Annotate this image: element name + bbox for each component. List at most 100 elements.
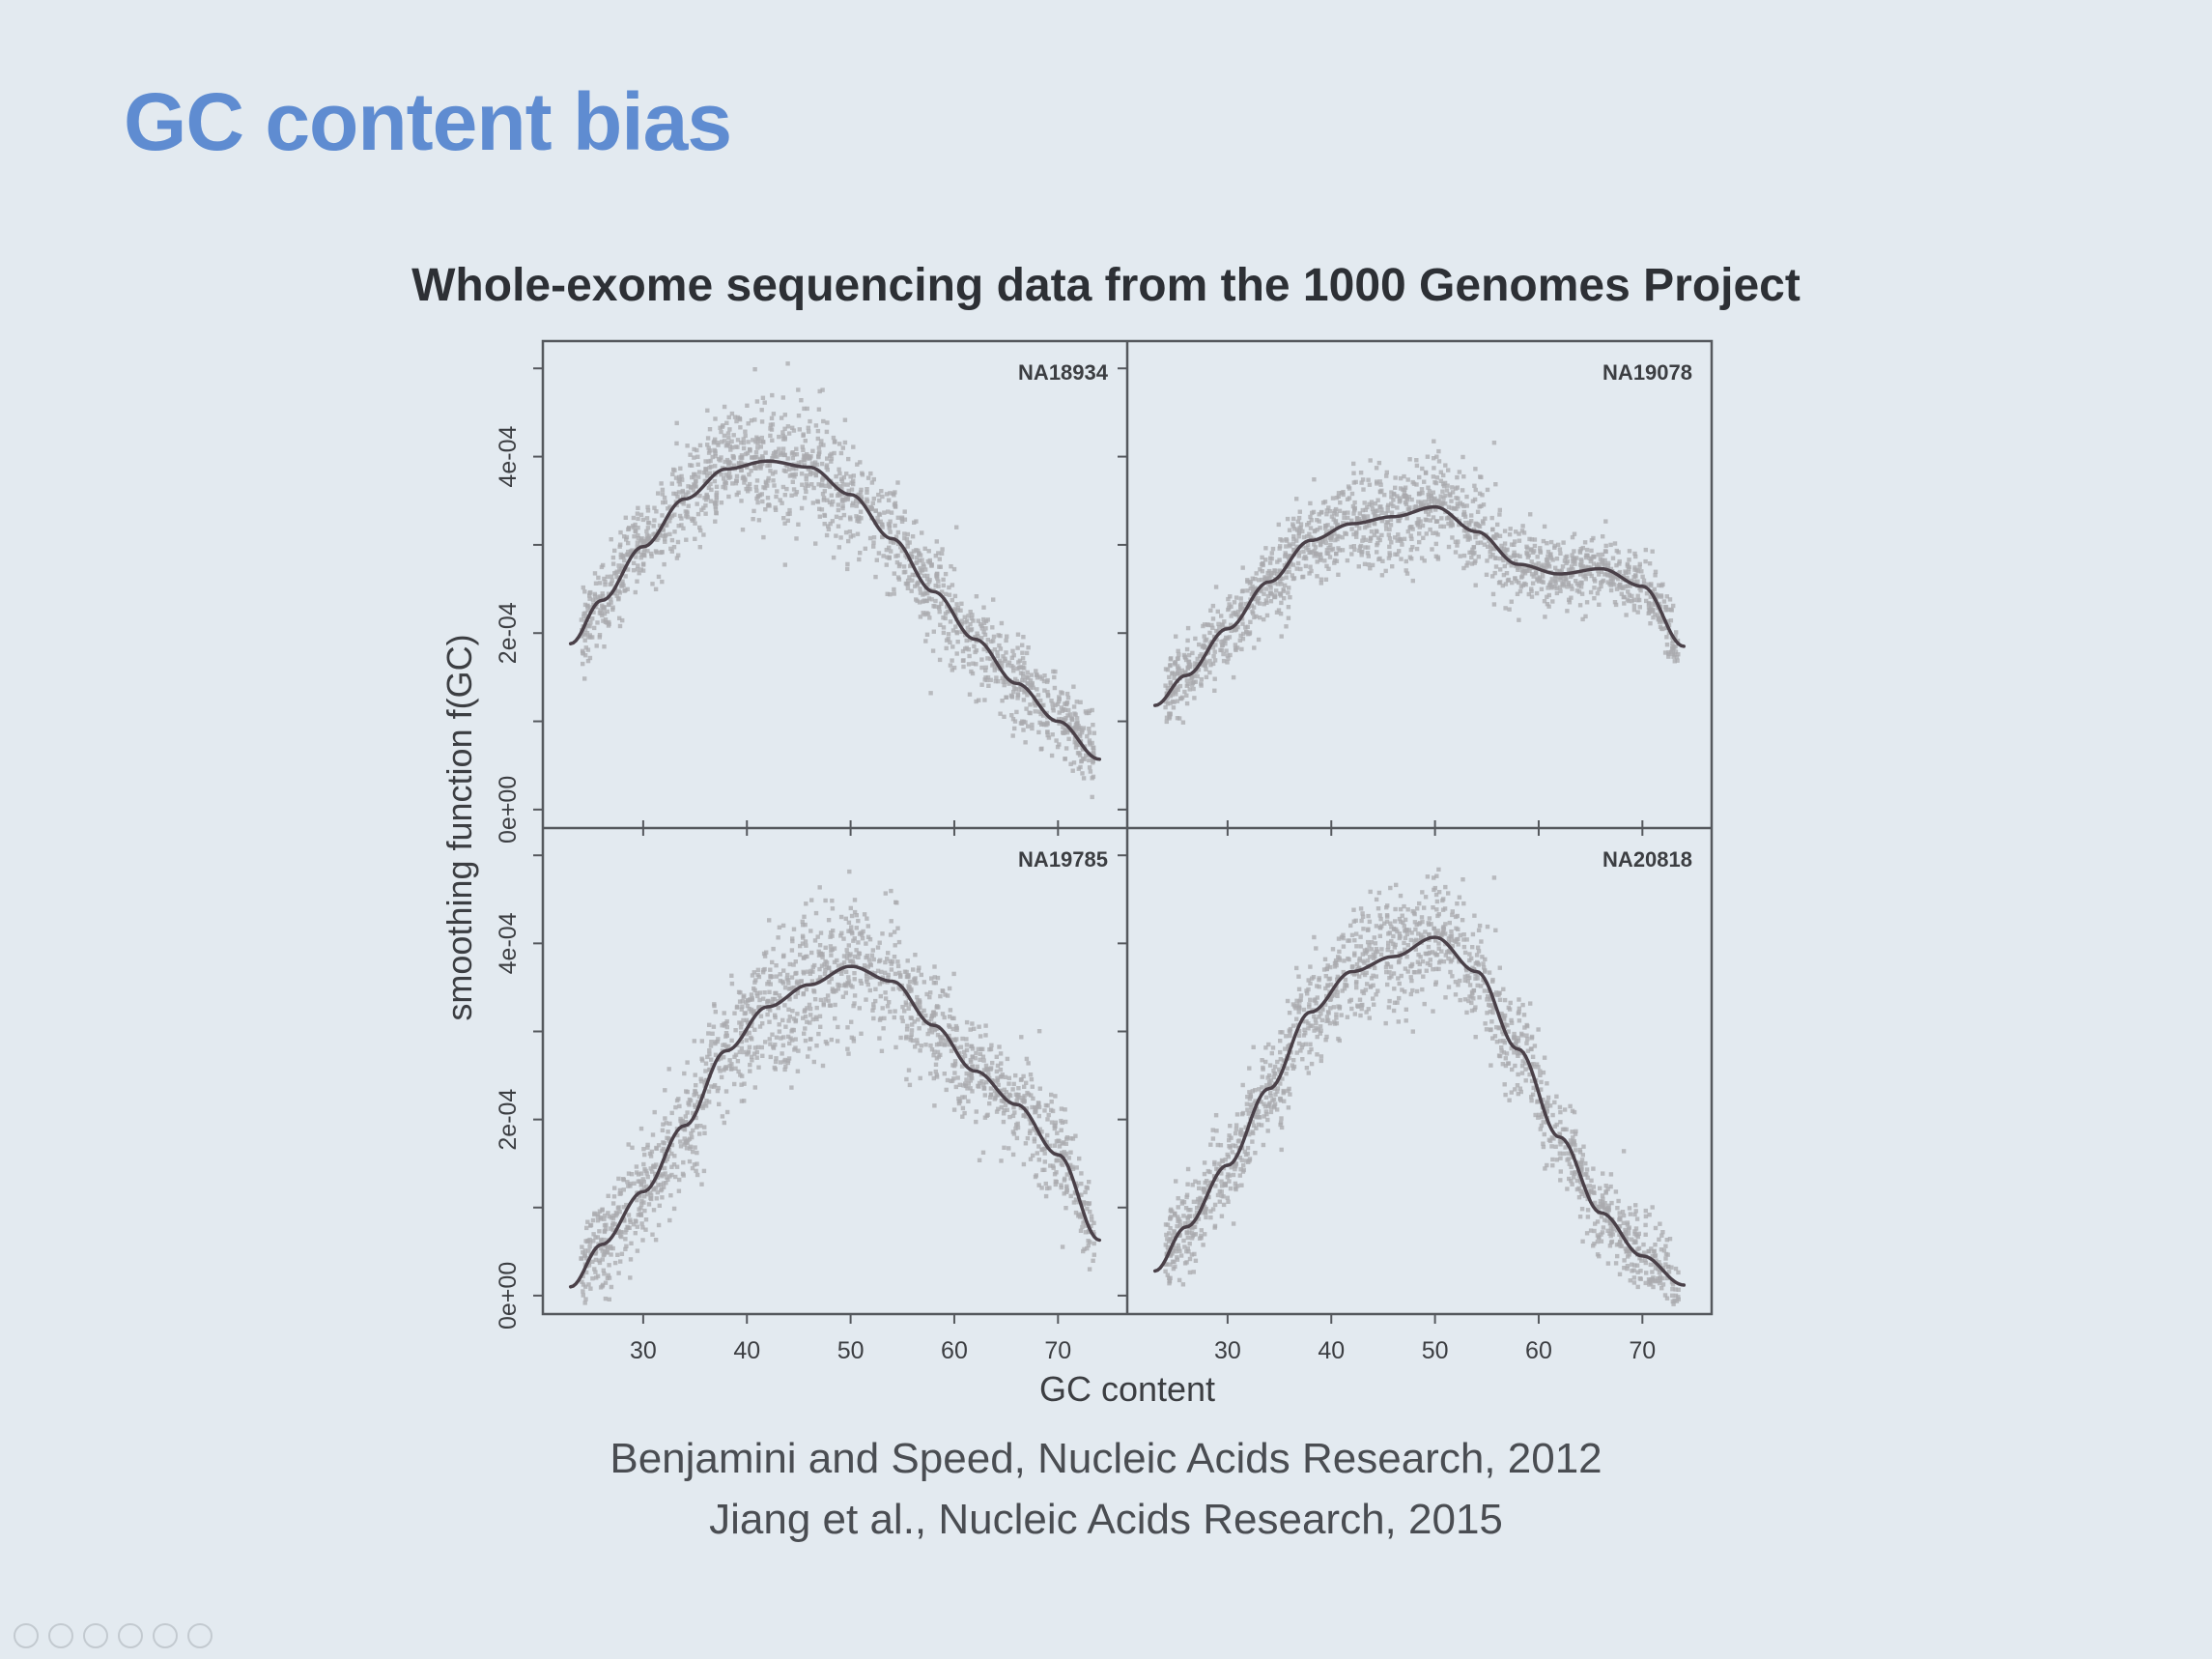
- scatter-point: [945, 993, 950, 998]
- scatter-point: [1268, 599, 1274, 604]
- scatter-point: [1003, 656, 1007, 661]
- scatter-point: [821, 443, 826, 447]
- scatter-point: [942, 1015, 947, 1020]
- scatter-point: [1485, 558, 1489, 563]
- scatter-point: [1366, 545, 1371, 550]
- scatter-point: [998, 646, 1004, 651]
- scatter-point: [1231, 611, 1235, 615]
- scatter-point: [658, 532, 663, 538]
- scatter-point: [675, 495, 680, 500]
- scatter-point: [1635, 610, 1640, 615]
- scatter-point: [802, 1031, 807, 1036]
- scatter-point: [1233, 643, 1238, 647]
- scatter-point: [893, 523, 897, 529]
- scatter-point: [773, 470, 778, 474]
- scatter-point: [624, 534, 630, 540]
- scatter-point: [941, 988, 946, 994]
- scatter-point: [936, 579, 941, 584]
- scatter-point: [871, 957, 876, 962]
- scatter-point: [674, 420, 679, 426]
- scatter-point: [827, 500, 833, 505]
- scatter-point: [1377, 504, 1382, 509]
- scatter-point: [1365, 551, 1371, 556]
- scatter-point: [667, 1217, 672, 1223]
- scatter-point: [1507, 607, 1512, 612]
- scatter-point: [701, 505, 706, 510]
- scatter-point: [739, 1045, 744, 1051]
- scatter-point: [642, 1208, 647, 1214]
- scatter-point: [1087, 730, 1092, 735]
- scatter-point: [716, 1037, 721, 1042]
- scatter-point: [681, 1159, 686, 1165]
- scatter-point: [1268, 583, 1273, 587]
- scatter-point: [1433, 507, 1438, 512]
- scatter-point: [1089, 1223, 1093, 1229]
- scatter-point: [1542, 524, 1547, 529]
- scatter-point: [1049, 699, 1054, 703]
- scatter-point: [1366, 562, 1372, 567]
- scatter-point: [1085, 1245, 1090, 1251]
- scatter-point: [1202, 622, 1207, 627]
- scatter-point: [602, 576, 607, 582]
- scatter-point: [1404, 494, 1409, 499]
- scatter-point: [1473, 558, 1478, 563]
- scatter-point: [861, 929, 865, 934]
- scatter-point: [1079, 1171, 1084, 1176]
- scatter-point: [1204, 667, 1208, 672]
- scatter-point: [749, 469, 753, 473]
- scatter-point: [1553, 581, 1558, 586]
- scatter-point: [1041, 678, 1047, 684]
- scatter-point: [790, 938, 795, 944]
- scatter-point: [1296, 534, 1301, 539]
- scatter-point: [1490, 527, 1495, 532]
- scatter-point: [1432, 498, 1437, 502]
- scatter-point: [614, 1212, 620, 1216]
- scatter-point: [1449, 518, 1454, 524]
- scatter-point: [1561, 1151, 1566, 1157]
- scatter-point: [926, 580, 932, 585]
- scatter-point: [1397, 518, 1402, 524]
- scatter-point: [1639, 569, 1644, 574]
- scatter-point: [597, 1258, 602, 1263]
- scatter-point: [617, 590, 622, 595]
- scatter-point: [759, 454, 765, 459]
- scatter-point: [892, 539, 896, 544]
- scatter-point: [768, 433, 773, 439]
- scatter-point: [727, 427, 732, 432]
- scatter-point: [851, 473, 856, 478]
- scatter-point: [1286, 605, 1291, 610]
- scatter-point: [1229, 1165, 1234, 1170]
- scatter-point: [917, 1006, 922, 1011]
- scatter-point: [1312, 529, 1318, 534]
- scatter-point: [609, 1216, 614, 1220]
- scatter-point: [1502, 541, 1508, 546]
- scatter-point: [883, 959, 888, 965]
- scatter-point: [691, 1128, 695, 1133]
- scatter-point: [1014, 1099, 1019, 1103]
- scatter-point: [1326, 505, 1331, 510]
- scatter-point: [927, 615, 932, 620]
- scatter-point: [849, 925, 854, 930]
- scatter-point: [1028, 1129, 1033, 1133]
- scatter-point: [623, 574, 628, 579]
- scatter-point: [1599, 569, 1604, 574]
- scatter-point: [854, 499, 859, 504]
- scatter-point: [617, 1187, 623, 1193]
- scatter-point: [977, 698, 981, 702]
- scatter-point: [835, 958, 839, 963]
- scatter-point: [895, 963, 901, 969]
- scatter-point: [785, 424, 791, 429]
- scatter-point: [905, 544, 910, 549]
- scatter-point: [1091, 751, 1095, 756]
- scatter-point: [1323, 536, 1328, 541]
- scatter-point: [937, 564, 942, 569]
- scatter-point: [1070, 1166, 1076, 1171]
- scatter-point: [873, 998, 878, 1004]
- scatter-point: [1592, 1228, 1597, 1234]
- scatter-point: [957, 1099, 963, 1103]
- scatter-point: [960, 1095, 965, 1100]
- scatter-point: [903, 553, 908, 558]
- scatter-point: [838, 535, 843, 540]
- scatter-point: [667, 519, 672, 524]
- scatter-point: [1577, 603, 1583, 608]
